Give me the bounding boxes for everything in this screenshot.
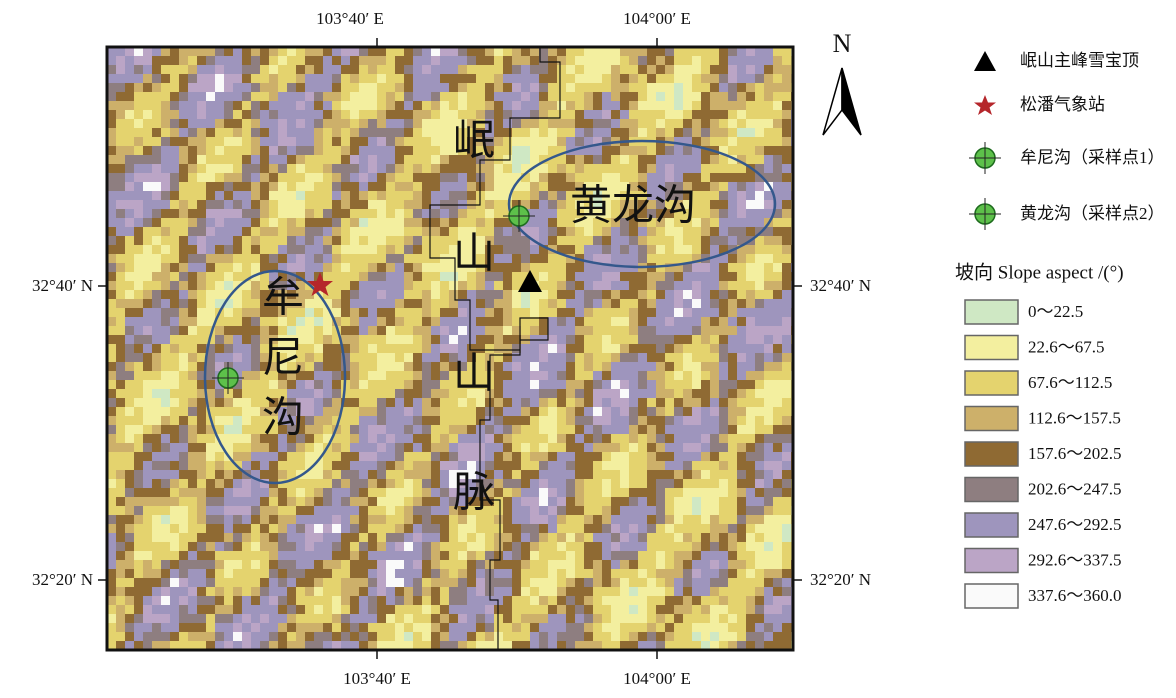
- legend-swatch: [964, 299, 1019, 325]
- legend-class-label: 157.6～202.5: [1028, 444, 1122, 463]
- aspect-class-area: [107, 47, 793, 650]
- aspect-class-area: [116, 47, 791, 650]
- lat-label: 32°20′ N: [32, 570, 93, 589]
- lat-label: 32°20′ N: [810, 570, 871, 589]
- legend-swatch: [964, 583, 1019, 609]
- mounigou-label: 尼: [262, 336, 304, 382]
- legend-swatch: [964, 405, 1019, 432]
- legend-symbol-label: 松潘气象站: [1020, 95, 1105, 114]
- lat-label: 32°40′ N: [32, 276, 93, 295]
- aspect-class-area: [107, 47, 793, 650]
- station-symbol: [307, 272, 333, 296]
- aspect-class-area: [107, 47, 793, 650]
- legend-swatch: [964, 476, 1019, 503]
- north-label: N: [833, 29, 852, 58]
- legend-sample-symbol: [969, 142, 1001, 174]
- aspect-class-area: [107, 47, 793, 650]
- legend-swatch: [964, 512, 1019, 538]
- lon-label: 104°00′ E: [623, 669, 691, 688]
- legend-swatch: [964, 547, 1019, 574]
- legend-swatch: [964, 441, 1019, 467]
- legend-class-label: 337.6～360.0: [1028, 586, 1122, 605]
- mountain-label: 山: [453, 352, 495, 398]
- legend-class-label: 67.6～112.5: [1028, 373, 1112, 392]
- legend-class-label: 112.6～157.5: [1028, 408, 1121, 427]
- mountain-label: 脉: [453, 471, 495, 517]
- lon-label: 103°40′ E: [316, 9, 384, 28]
- legend-peak-symbol: [974, 51, 996, 71]
- mountain-label: 岷: [453, 119, 495, 165]
- mountain-label: 山: [453, 232, 495, 278]
- lat-label: 32°40′ N: [810, 276, 871, 295]
- tick-marks: [98, 38, 802, 659]
- mounigou-ellipse: [203, 269, 347, 485]
- legend-symbol-label: 牟尼沟（采样点1）: [1020, 148, 1165, 167]
- huanglonggou-label: 黄龙沟: [570, 184, 696, 230]
- mounigou-label: 牟: [262, 276, 304, 322]
- legend-class-label: 22.6～67.5: [1028, 337, 1105, 356]
- lon-label: 104°00′ E: [623, 9, 691, 28]
- mounigou-label: 沟: [262, 396, 304, 442]
- legend-class-label: 0～22.5: [1028, 302, 1083, 321]
- north-arrow: [822, 67, 843, 136]
- aspect-class-area: [107, 47, 793, 650]
- legend-title: 坡向 Slope aspect /(°): [955, 261, 1124, 283]
- legend-class-label: 247.6～292.5: [1028, 515, 1122, 534]
- legend-sample-symbol: [969, 198, 1001, 230]
- north-arrow: [841, 67, 862, 136]
- aspect-class-area: [134, 47, 773, 641]
- legend-station-symbol: [974, 95, 996, 115]
- map-frame: [105, 45, 795, 652]
- sample-point: [503, 200, 535, 232]
- legend-class-label: 292.6～337.5: [1028, 550, 1122, 569]
- aspect-class-area: [107, 47, 793, 650]
- slope-raster: [107, 47, 793, 650]
- legend-symbol-label: 黄龙沟（采样点2）: [1020, 204, 1165, 223]
- sample-point: [212, 362, 244, 394]
- lon-label: 103°40′ E: [343, 669, 411, 688]
- legend-class-label: 202.6～247.5: [1028, 479, 1122, 498]
- legend-swatch: [964, 334, 1019, 361]
- boundary-line: [429, 47, 561, 650]
- legend-swatch: [964, 370, 1019, 396]
- legend-symbol-label: 岷山主峰雪宝顶: [1020, 51, 1139, 70]
- huanglonggou-ellipse: [507, 139, 777, 269]
- peak-symbol: [518, 270, 542, 292]
